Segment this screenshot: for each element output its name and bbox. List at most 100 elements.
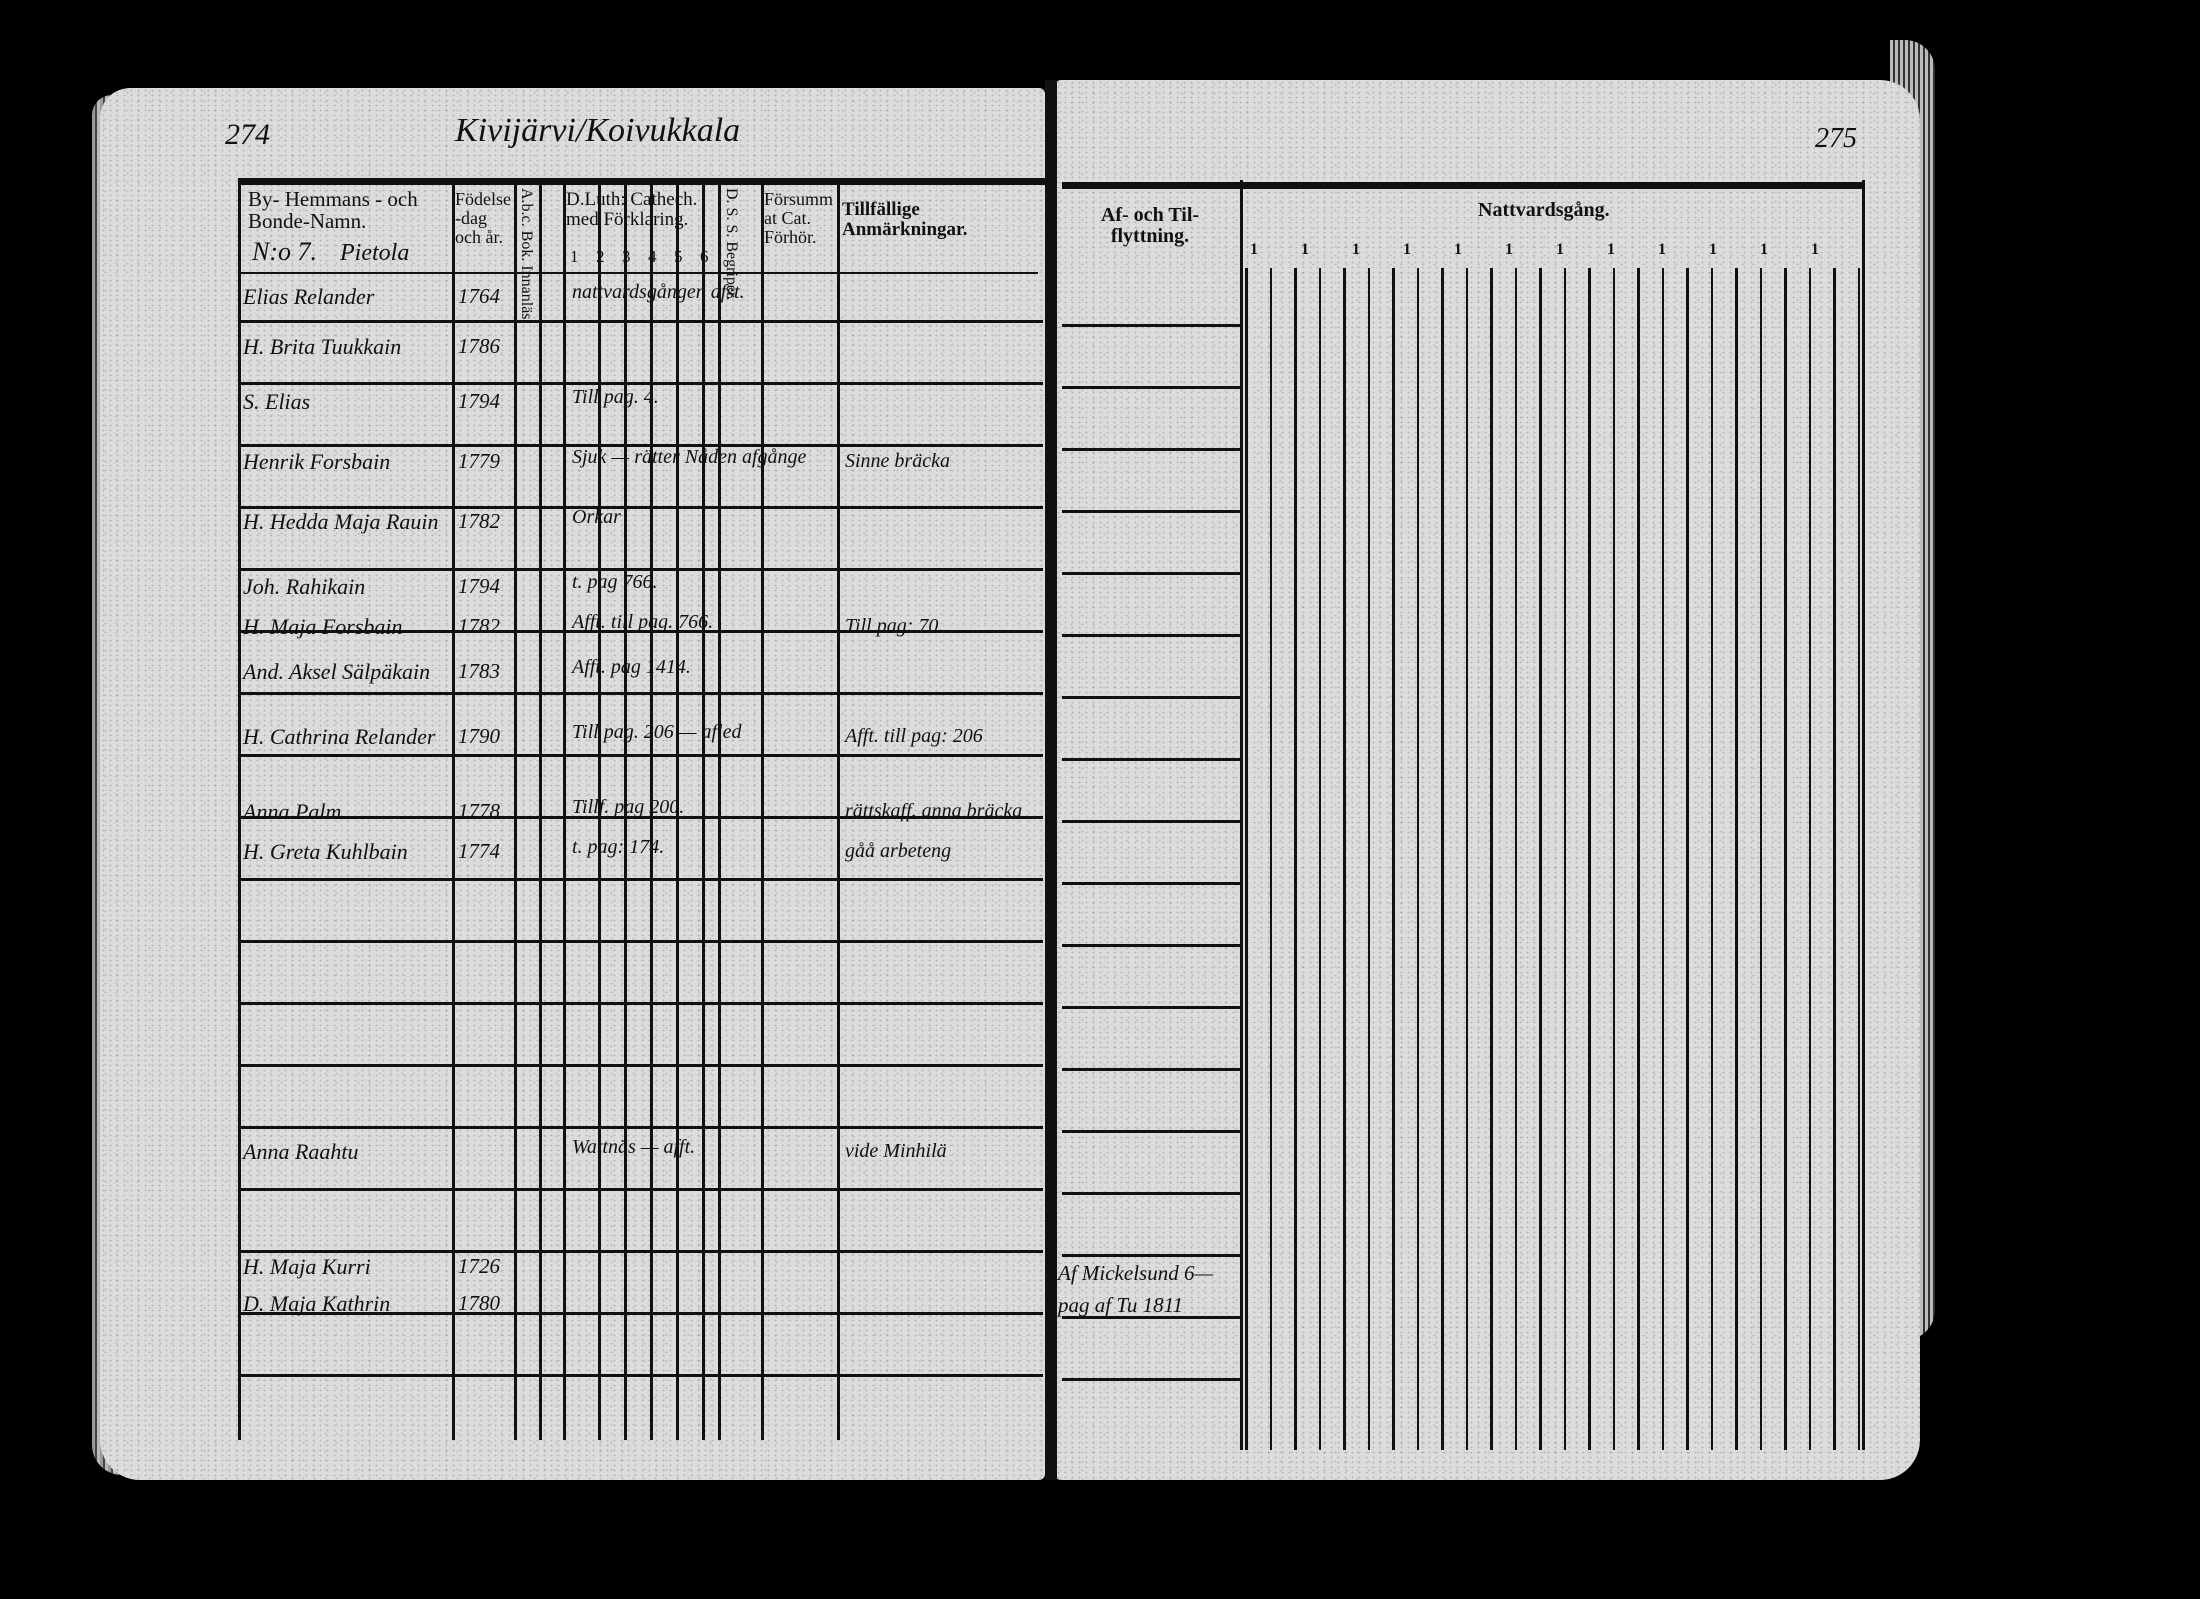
entry-birth-year: 1778: [458, 799, 500, 823]
communion-divider: [1318, 268, 1321, 1450]
entry-remark: vide Minhilä: [845, 1140, 947, 1162]
column-divider: [650, 180, 653, 1440]
communion-divider: [1465, 268, 1468, 1450]
row-rule: [238, 1250, 1043, 1253]
communion-col-label: 1: [1250, 241, 1258, 258]
column-divider: [598, 180, 601, 1440]
entry-birth-year: 1783: [458, 659, 500, 683]
entry-name: H. Cathrina Relander: [243, 724, 436, 749]
header-communion: Nattvardsgång.: [1478, 199, 1610, 221]
catechism-col-label: 1: [570, 247, 579, 266]
row-rule: [238, 630, 1043, 633]
communion-divider: [1294, 268, 1297, 1450]
entry-birth-year: 1726: [458, 1254, 500, 1278]
entry-remark: Till pag: 70.: [845, 615, 944, 637]
column-divider: [676, 180, 679, 1440]
farm-name: Pietola: [340, 240, 410, 266]
moving-note-line-2: pag af Tu 1811: [1058, 1293, 1184, 1317]
row-rule: [238, 816, 1043, 819]
page-number-right: 275: [1815, 123, 1857, 154]
entry-note: Orkar: [572, 506, 621, 528]
communion-divider: [1269, 268, 1272, 1450]
moving-note-line-1: Af Mickelsund 6—: [1058, 1261, 1214, 1285]
communion-col-label: 1: [1811, 241, 1819, 258]
row-rule: [238, 754, 1043, 757]
communion-divider: [1441, 268, 1444, 1450]
row-rule-right: [1062, 324, 1242, 327]
header-birth: Födelse-dag och år.: [455, 189, 511, 247]
row-rule: [238, 444, 1043, 447]
row-rule: [238, 1312, 1043, 1315]
header-rule-right: [1062, 182, 1862, 189]
communion-col-label: 1: [1709, 241, 1717, 258]
entry-note: Afft. pag 1414.: [572, 656, 691, 678]
header-forsummat: Försummat Cat. Förhör.: [764, 189, 834, 247]
row-rule: [238, 1002, 1043, 1005]
entry-note: Till pag. 4.: [572, 386, 659, 408]
row-rule: [238, 1064, 1043, 1067]
entry-name: Elias Relander: [243, 284, 375, 309]
communion-divider: [1686, 268, 1689, 1450]
entry-birth-year: 1780: [458, 1291, 500, 1315]
entry-birth-year: 1782: [458, 509, 500, 533]
communion-divider: [1539, 268, 1542, 1450]
column-divider: [238, 180, 241, 1440]
entry-birth-year: 1794: [458, 389, 500, 413]
entry-note: Sjuk — rätter Nåden afgånge: [572, 446, 807, 468]
entry-name: Joh. Rahikain: [243, 574, 366, 599]
village-title: Kivijärvi/Koivukkala: [455, 112, 741, 149]
entry-remark: rättskaff. anna bräcka: [845, 800, 1023, 822]
entry-remark: Sinne bräcka: [845, 450, 950, 472]
entry-note: Wattnäs — afft.: [572, 1136, 696, 1158]
entry-name: D. Maja Kathrin: [243, 1291, 391, 1316]
entry-note: Afft. till pag. 766.: [572, 611, 714, 633]
entry-note: t. pag: 174.: [572, 836, 665, 858]
communion-divider: [1563, 268, 1566, 1450]
communion-col-label: 1: [1454, 241, 1462, 258]
header-remarks: Tillfällige Anmärkningar.: [842, 199, 968, 240]
column-divider: [624, 180, 627, 1440]
header-catechism: D.Luth: Cathech. med Förklaring.: [566, 189, 698, 230]
header-rule: [238, 178, 1048, 185]
communion-col-label: 1: [1760, 241, 1768, 258]
column-divider: [1862, 180, 1865, 1450]
entry-birth-year: 1782: [458, 614, 500, 638]
entry-name: Henrik Forsbain: [243, 449, 391, 474]
communion-divider: [1637, 268, 1640, 1450]
header-abc: A.b.c. Bok. Innanläs.: [517, 188, 535, 324]
communion-divider: [1490, 268, 1493, 1450]
row-rule-right: [1062, 448, 1242, 451]
row-rule: [238, 1126, 1043, 1129]
page-number-left: 274: [225, 118, 270, 151]
entry-remark: gåå arbeteng: [845, 840, 952, 862]
entry-name: Anna Raahtu: [243, 1139, 359, 1164]
entry-name: And. Aksel Sälpäkain: [243, 659, 431, 684]
column-divider: [718, 180, 721, 1440]
entry-note: Till pag. 206 — afled: [572, 721, 742, 743]
entry-name: Anna Palm: [243, 799, 342, 824]
communion-col-label: 1: [1352, 241, 1360, 258]
entry-note: Tillf. pag 200.: [572, 796, 685, 818]
header-name: By- Hemmans - och Bonde-Namn.: [248, 187, 418, 234]
communion-col-label: 1: [1301, 241, 1309, 258]
communion-divider: [1784, 268, 1787, 1450]
communion-divider: [1392, 268, 1395, 1450]
row-rule-right: [1062, 882, 1242, 885]
entry-birth-year: 1764: [458, 284, 500, 308]
row-rule: [238, 940, 1043, 943]
entry-name: H. Brita Tuukkain: [243, 334, 402, 359]
row-rule-right: [1062, 696, 1242, 699]
entry-note: nattvardsgången afst.: [572, 281, 745, 303]
entry-birth-year: 1779: [458, 449, 500, 473]
column-divider: [563, 180, 566, 1440]
column-divider: [702, 180, 705, 1440]
row-rule: [238, 382, 1043, 385]
communion-divider: [1808, 268, 1811, 1450]
entry-birth-year: 1774: [458, 839, 500, 863]
communion-divider: [1416, 268, 1419, 1450]
row-rule: [238, 568, 1043, 571]
household-number: N:o 7.: [252, 237, 317, 266]
communion-divider: [1710, 268, 1713, 1450]
entry-note: t. pag 766.: [572, 571, 658, 593]
header-bottom-rule: [238, 272, 1038, 274]
